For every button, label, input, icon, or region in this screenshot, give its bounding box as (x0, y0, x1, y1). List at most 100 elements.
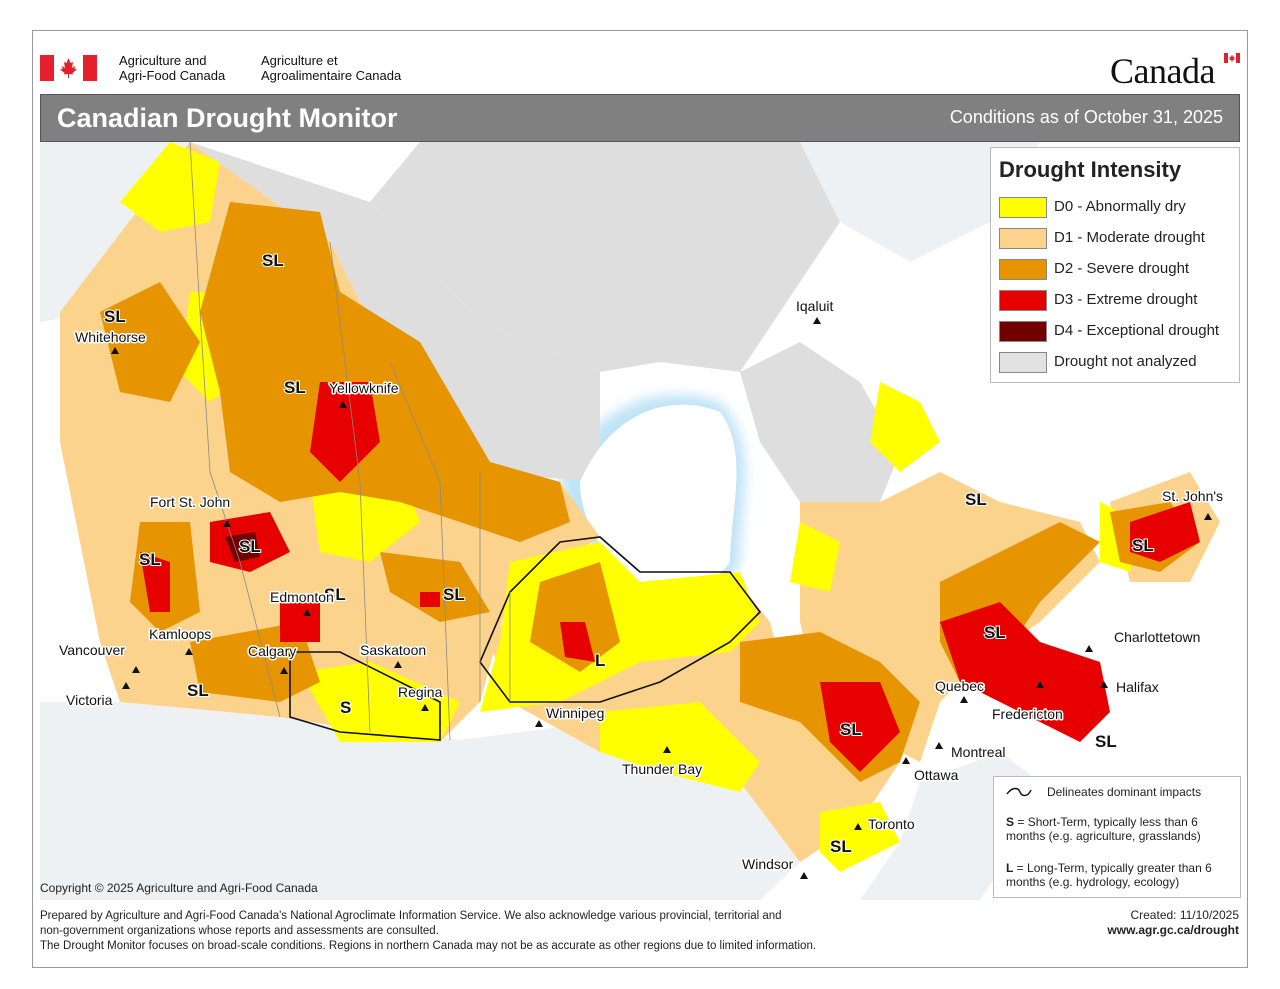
city-label: Halifax (1116, 679, 1159, 695)
legend-label: D2 - Severe drought (1054, 260, 1190, 277)
impact-label: S (340, 698, 351, 717)
impact-label: SL (443, 585, 465, 604)
legend-label: D0 - Abnormally dry (1054, 198, 1186, 215)
d3-bc (140, 552, 170, 612)
city-label: Kamloops (149, 626, 211, 642)
d3-newfoundland (1130, 502, 1200, 562)
city-label: Charlottetown (1114, 629, 1200, 645)
department-name-en: Agriculture and Agri-Food Canada (119, 53, 226, 83)
impact-label: SL (139, 550, 161, 569)
city-marker-icon (535, 720, 543, 727)
d3-alberta (280, 602, 320, 642)
impact-label: SL (104, 307, 126, 326)
impact-boundary-prairies (289, 651, 441, 741)
impact-label: SL (965, 490, 987, 509)
legend-swatch (999, 290, 1047, 311)
city-label: Montreal (951, 744, 1005, 760)
city-marker-icon (813, 317, 821, 324)
city-label: Victoria (66, 692, 113, 708)
impact-label: SL (830, 837, 852, 856)
impact-label: SL (239, 537, 261, 556)
city-label: Windsor (742, 856, 794, 872)
city-marker-icon (394, 661, 402, 668)
impact-label: SL (1095, 732, 1117, 751)
impact-label: SL (187, 681, 209, 700)
legend-label: Drought not analyzed (1054, 353, 1197, 370)
legend-swatch (999, 321, 1047, 342)
city-label: St. John's (1162, 488, 1223, 504)
city-label: Thunder Bay (622, 761, 702, 777)
long-term-note: L = Long-Term, typically greater than 6 … (1006, 861, 1212, 889)
delineates-text: Delineates dominant impacts (1047, 785, 1202, 799)
impact-label: L (595, 651, 605, 670)
city-marker-icon (339, 401, 347, 408)
copyright: Copyright © 2025 Agriculture and Agri-Fo… (40, 881, 318, 895)
greenland-land (800, 142, 1040, 262)
legend-label: D4 - Exceptional drought (1054, 322, 1220, 339)
impact-label: SL (284, 378, 306, 397)
source-url: www.agr.gc.ca/drought (1107, 923, 1239, 937)
city-label: Iqaluit (796, 298, 833, 314)
city-marker-icon (122, 682, 130, 689)
d3-sask (420, 592, 440, 607)
hudson-bay (580, 404, 737, 594)
d2-yukon (100, 282, 200, 402)
city-label: Saskatoon (360, 642, 426, 658)
impact-label: SL (324, 585, 346, 604)
legend-item-d4: D4 - Exceptional drought (999, 319, 1235, 343)
city-label: Fort St. John (150, 494, 230, 510)
not-analyzed-nunavik (740, 342, 900, 502)
d2-sask (380, 552, 490, 622)
title-bar: Canadian Drought Monitor Conditions as o… (40, 94, 1240, 142)
legend-swatch (999, 197, 1047, 218)
city-label: Winnipeg (546, 705, 604, 721)
d3-ontario (820, 682, 900, 772)
footer-notes: Prepared by Agriculture and Agri-Food Ca… (40, 910, 817, 952)
canada-flag-icon (40, 55, 97, 81)
city-marker-icon (280, 667, 288, 674)
city-label: Yellowknife (329, 380, 399, 396)
d0-ontario-north (600, 702, 760, 792)
d0-ontario-south (820, 802, 900, 872)
wordmark-flag-icon (1224, 53, 1240, 63)
city-marker-icon (1100, 681, 1108, 688)
city-label: Regina (398, 684, 443, 700)
d0-prairies (300, 662, 460, 742)
short-term-note: S = Short-Term, typically less than 6 mo… (1006, 815, 1201, 843)
impact-label: SL (840, 720, 862, 739)
city-label: Vancouver (59, 642, 125, 658)
legend-item-not-analyzed: Drought not analyzed (999, 350, 1235, 374)
d0-labrador-west (870, 382, 940, 472)
d0-yukon-north (120, 142, 220, 232)
city-label: Edmonton (270, 589, 334, 605)
conditions-date: Conditions as of October 31, 2025 (949, 107, 1223, 127)
city-label: Whitehorse (75, 329, 146, 345)
d3-manitoba (560, 622, 595, 662)
d3-yellowknife (310, 382, 380, 482)
impact-labels: SL SL SL SL SL SL SL SL S L SL SL SL SL … (103, 250, 1155, 857)
city-marker-icon (935, 742, 943, 749)
city-marker-icon (800, 872, 808, 879)
city-label: Calgary (248, 643, 296, 659)
city-label: Ottawa (914, 767, 959, 783)
city-marker-icon (421, 704, 429, 711)
not-analyzed-arctic-islands (370, 142, 840, 372)
city-label: Quebec (935, 678, 984, 694)
boundary-line-icon (1006, 787, 1032, 797)
city-label: Toronto (868, 816, 915, 832)
city-marker-icon (111, 347, 119, 354)
d4-peace (225, 532, 260, 562)
province-borders (189, 142, 511, 741)
city-marker-icon (1085, 645, 1093, 652)
legend-item-d1: D1 - Moderate drought (999, 226, 1235, 250)
city-marker-icon (132, 666, 140, 673)
not-analyzed-nunavut-west (190, 142, 600, 482)
page-title: Canadian Drought Monitor (57, 103, 398, 133)
d3-maritimes (940, 602, 1110, 742)
city-marker-icon (185, 648, 193, 655)
legend-swatch (999, 228, 1047, 249)
city-markers: Whitehorse Yellowknife Iqaluit Fort St. … (58, 297, 1225, 879)
legend-item-d2: D2 - Severe drought (999, 257, 1235, 281)
legend-label: D1 - Moderate drought (1054, 229, 1205, 246)
city-marker-icon (1036, 681, 1044, 688)
